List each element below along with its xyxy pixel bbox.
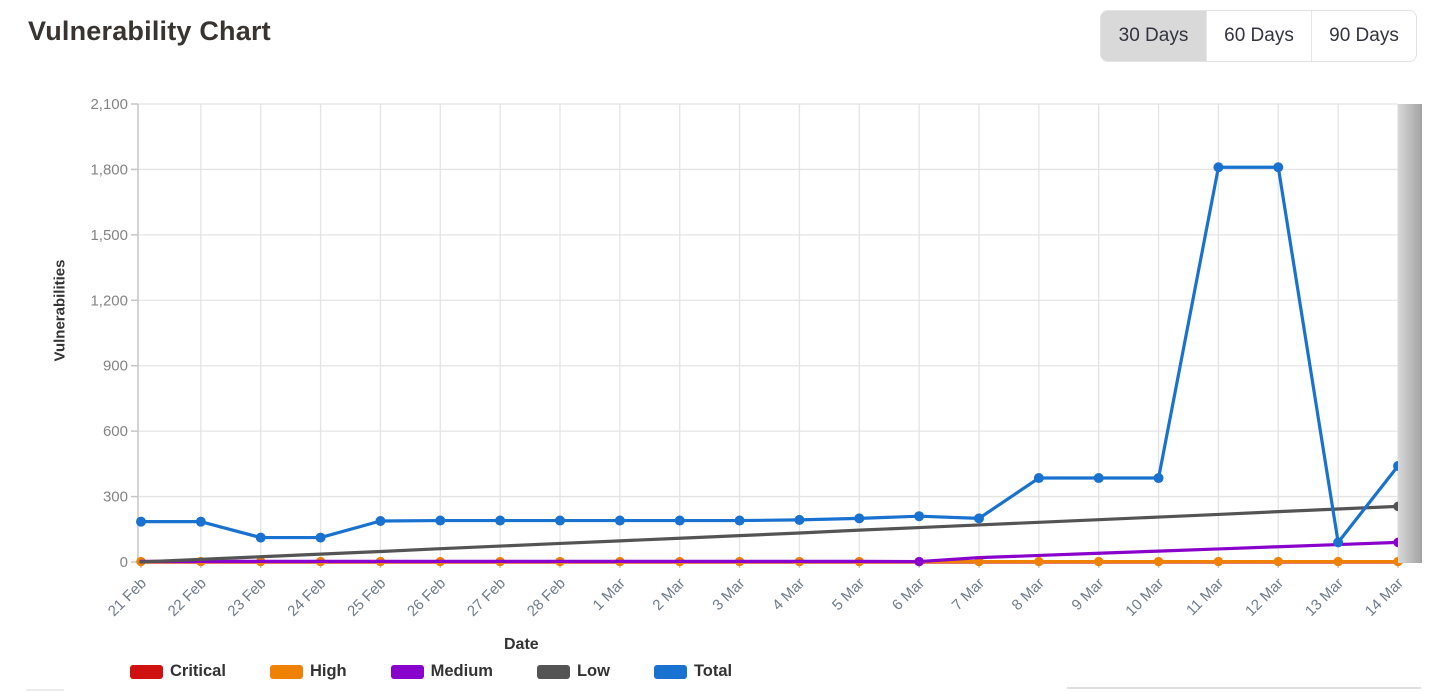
svg-text:1 Mar: 1 Mar — [590, 575, 629, 614]
below-fold-divider-right — [1067, 687, 1421, 689]
svg-text:0: 0 — [120, 554, 128, 571]
svg-text:1,200: 1,200 — [90, 292, 128, 309]
chart-plot-area[interactable] — [138, 104, 1398, 562]
svg-text:5 Mar: 5 Mar — [829, 575, 868, 614]
range-button-60-days[interactable]: 60 Days — [1206, 11, 1311, 61]
legend-label-total: Total — [693, 662, 733, 680]
svg-text:7 Mar: 7 Mar — [949, 575, 988, 614]
range-button-90-days[interactable]: 90 Days — [1311, 11, 1416, 61]
legend-label-high: High — [309, 662, 347, 680]
medium-swatch-icon — [390, 664, 424, 679]
svg-text:9 Mar: 9 Mar — [1068, 575, 1107, 614]
svg-text:14 Mar: 14 Mar — [1362, 575, 1407, 620]
svg-text:1,800: 1,800 — [90, 161, 128, 178]
below-fold-divider-left — [26, 689, 64, 691]
legend-label-medium: Medium — [430, 662, 493, 680]
svg-text:22 Feb: 22 Feb — [165, 575, 210, 620]
svg-text:28 Feb: 28 Feb — [524, 575, 569, 620]
x-axis-title: Date — [504, 636, 539, 653]
svg-text:27 Feb: 27 Feb — [464, 575, 509, 620]
svg-text:11 Mar: 11 Mar — [1183, 575, 1227, 619]
critical-swatch-icon — [130, 664, 163, 679]
chart-legend: Critical High Medium Low Total — [130, 662, 732, 681]
svg-text:2 Mar: 2 Mar — [649, 575, 688, 614]
svg-text:1,500: 1,500 — [90, 227, 128, 244]
low-swatch-icon — [536, 664, 570, 679]
svg-text:600: 600 — [103, 423, 128, 440]
svg-text:21 Feb: 21 Feb — [105, 575, 150, 620]
svg-text:13 Mar: 13 Mar — [1302, 575, 1347, 620]
range-button-30-days[interactable]: 30 Days — [1101, 11, 1206, 61]
legend-item-high[interactable]: High — [269, 662, 347, 681]
svg-text:24 Feb: 24 Feb — [284, 575, 329, 620]
svg-text:8 Mar: 8 Mar — [1009, 575, 1048, 614]
svg-text:300: 300 — [103, 489, 128, 506]
date-range-button-group: 30 Days 60 Days 90 Days — [1100, 10, 1417, 62]
svg-text:2,100: 2,100 — [90, 96, 128, 113]
legend-label-low: Low — [576, 662, 610, 680]
svg-text:26 Feb: 26 Feb — [404, 575, 449, 620]
svg-text:12 Mar: 12 Mar — [1242, 575, 1287, 620]
y-axis-title: Vulnerabilities — [51, 259, 69, 362]
svg-text:25 Feb: 25 Feb — [344, 575, 389, 620]
legend-item-total[interactable]: Total — [653, 662, 733, 681]
svg-text:4 Mar: 4 Mar — [769, 575, 808, 614]
total-swatch-icon — [653, 664, 687, 679]
legend-label-critical: Critical — [170, 662, 226, 680]
svg-text:23 Feb: 23 Feb — [224, 575, 269, 620]
svg-text:900: 900 — [103, 358, 128, 375]
svg-text:3 Mar: 3 Mar — [709, 575, 748, 614]
legend-item-medium[interactable]: Medium — [390, 662, 493, 681]
svg-text:6 Mar: 6 Mar — [889, 575, 928, 614]
legend-item-low[interactable]: Low — [536, 662, 610, 681]
page-title: Vulnerability Chart — [28, 16, 271, 46]
legend-item-critical[interactable]: Critical — [130, 662, 226, 681]
svg-text:10 Mar: 10 Mar — [1122, 575, 1167, 620]
high-swatch-icon — [269, 664, 303, 679]
